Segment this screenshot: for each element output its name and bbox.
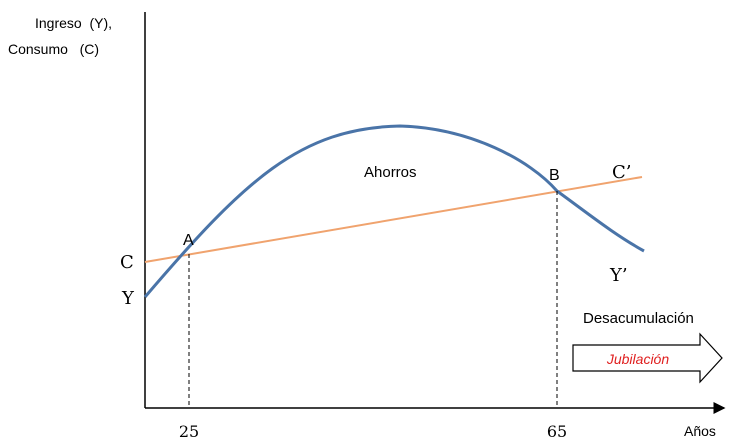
point-b-label: B — [549, 167, 560, 184]
x-axis-label: Años — [684, 423, 716, 439]
y-axis-label-line2: Consumo (C) — [8, 41, 99, 57]
savings-label: Ahorros — [364, 164, 417, 181]
retirement-arrow — [572, 332, 723, 384]
point-a-label: A — [183, 232, 194, 249]
retirement-label: Jubilación — [606, 351, 669, 367]
consumption-start-label: C — [120, 252, 134, 273]
x-tick-65: 65 — [547, 422, 567, 439]
income-end-label: Y’ — [609, 265, 628, 286]
dissaving-label: Desacumulación — [583, 310, 694, 327]
income-start-label: Y — [121, 288, 135, 309]
x-tick-25: 25 — [179, 422, 199, 439]
consumption-end-label: C’ — [612, 162, 632, 183]
y-axis-label-line1: Ingreso (Y), — [35, 15, 112, 31]
income-curve — [143, 124, 645, 298]
consumption-line — [144, 176, 643, 263]
